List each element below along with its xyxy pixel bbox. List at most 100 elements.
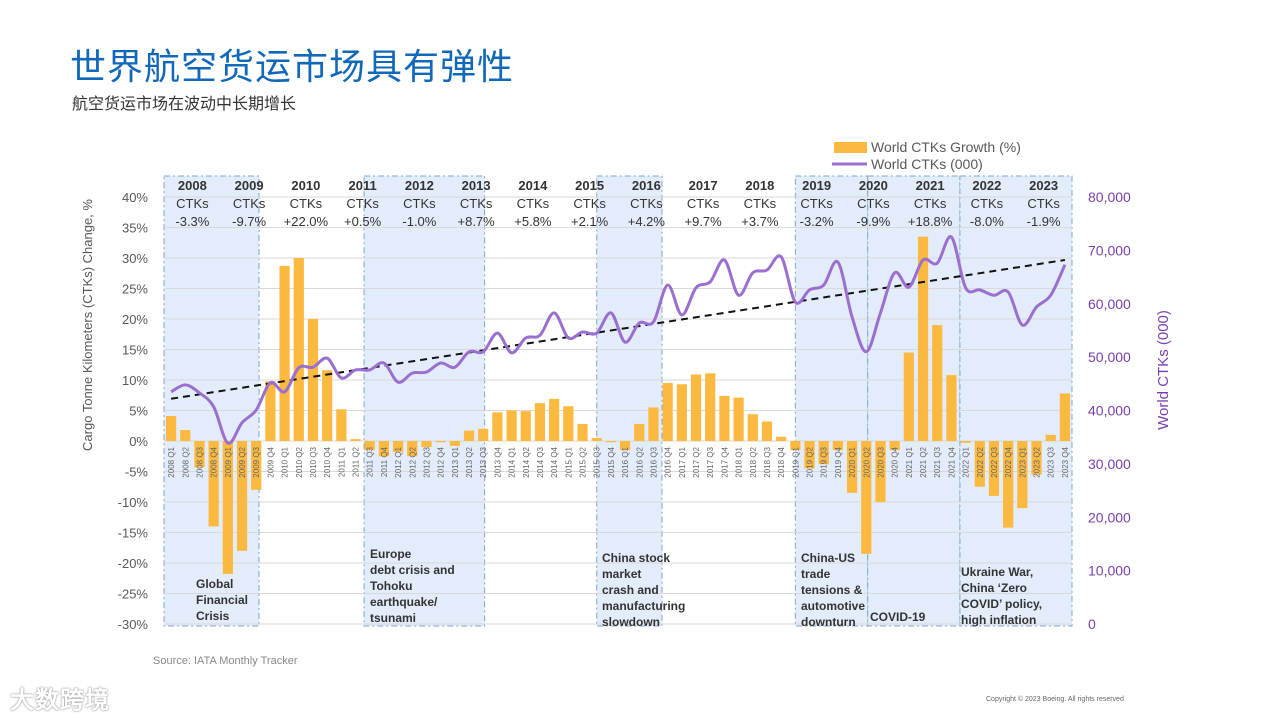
x-tick-label: 2008 Q2 (181, 446, 190, 477)
bar-growth (1031, 441, 1042, 475)
y-tick-label: -25% (118, 587, 149, 602)
bar-growth (322, 370, 333, 441)
x-tick-label: 2016 Q4 (664, 446, 673, 477)
bar-growth (563, 406, 574, 441)
x-tick-label: 2014 Q2 (522, 446, 531, 477)
x-tick-label: 2023 Q3 (1047, 446, 1056, 477)
shaded-period (959, 175, 1073, 627)
event-annotation: Financial (196, 593, 248, 607)
year-ctks-label: CTKs (176, 196, 209, 211)
year-label: 2023 (1029, 178, 1058, 193)
x-tick-label: 2010 Q4 (323, 446, 332, 477)
x-tick-label: 2022 Q3 (990, 446, 999, 477)
x-tick-label: 2012 Q2 (408, 446, 417, 477)
year-label: 2011 (349, 178, 377, 193)
x-tick-label: 2021 Q2 (919, 446, 928, 477)
year-label: 2009 (235, 178, 264, 193)
x-tick-label: 2014 Q3 (536, 446, 545, 477)
bar-growth (832, 441, 844, 451)
year-label: 2021 (916, 178, 945, 193)
year-ctks-label: CTKs (857, 196, 890, 211)
event-annotation: tensions & (801, 583, 863, 597)
x-tick-label: 2017 Q1 (678, 446, 687, 477)
bar-growth (662, 383, 673, 441)
year-label: 2016 (632, 178, 661, 193)
bar-growth (818, 441, 829, 465)
x-tick-label: 2014 Q1 (508, 446, 517, 477)
x-tick-label: 2022 Q1 (962, 446, 971, 477)
bar-growth (449, 441, 460, 446)
y2-tick-label: 50,000 (1088, 349, 1131, 365)
bar-growth (549, 398, 560, 441)
year-ctks-label: CTKs (914, 196, 947, 211)
event-annotation: manufacturing (602, 599, 685, 613)
x-tick-label: 2015 Q3 (593, 446, 602, 477)
bar-growth (917, 236, 929, 441)
x-tick-label: 2011 Q4 (380, 446, 389, 477)
y2-tick-label: 10,000 (1088, 563, 1131, 579)
x-tick-label: 2016 Q2 (635, 446, 644, 477)
bar-growth (804, 441, 815, 469)
event-annotation: COVID’ policy, (961, 597, 1042, 611)
year-ctks-label: CTKs (403, 196, 436, 211)
y-tick-label: -30% (118, 617, 149, 632)
bar-growth (577, 423, 588, 441)
x-tick-label: 2009 Q4 (266, 446, 275, 477)
year-ctks-label: CTKs (346, 196, 379, 211)
year-label: 2008 (178, 178, 207, 193)
x-tick-label: 2022 Q4 (1004, 446, 1013, 477)
bar-growth (378, 441, 390, 457)
x-tick-label: 2013 Q1 (451, 446, 460, 477)
shaded-period (363, 175, 486, 627)
year-label: 2015 (575, 178, 604, 193)
x-tick-label: 2020 Q4 (891, 446, 900, 477)
bar-growth (705, 373, 716, 441)
year-ctks-label: CTKs (744, 196, 777, 211)
y-tick-label: -20% (118, 556, 149, 571)
y-axis-title: Cargo Tonne Kilometers (CTKs) Change, % (80, 199, 95, 451)
y2-axis-title: World CTKs (000) (1155, 310, 1172, 430)
year-growth-value: +8.7% (458, 214, 496, 229)
year-label: 2014 (518, 178, 548, 193)
bar-growth (1059, 393, 1071, 441)
bar-growth (960, 441, 971, 443)
year-growth-value: +4.2% (628, 214, 666, 229)
bar-growth (889, 441, 900, 451)
page-title: 世界航空货运市场具有弹性 (70, 47, 515, 88)
bar-growth (307, 319, 319, 441)
year-ctks-label: CTKs (460, 196, 493, 211)
x-tick-label: 2019 Q4 (834, 446, 843, 477)
y2-tick-label: 70,000 (1088, 242, 1131, 258)
x-tick-label: 2023 Q4 (1061, 446, 1070, 477)
x-tick-label: 2015 Q2 (579, 446, 588, 477)
bar-growth (648, 407, 659, 441)
bar-growth (875, 441, 886, 502)
bar-growth (251, 441, 262, 490)
bar-growth (634, 423, 645, 441)
event-annotation: Ukraine War, (961, 565, 1033, 579)
x-tick-label: 2020 Q1 (848, 446, 857, 477)
x-tick-label: 2020 Q2 (862, 446, 871, 477)
bar-growth (1045, 434, 1056, 441)
watermark-logo: 大数跨境 (10, 686, 110, 714)
x-tick-label: 2021 Q1 (905, 446, 914, 477)
x-tick-label: 2010 Q2 (295, 446, 304, 477)
bar-growth (222, 441, 233, 574)
year-label: 2022 (972, 178, 1001, 193)
year-growth-value: -8.0% (970, 214, 1004, 229)
bar-growth (1003, 441, 1014, 528)
bar-growth (776, 436, 787, 441)
x-tick-label: 2018 Q2 (749, 446, 758, 477)
bar-growth (208, 441, 219, 527)
legend-label-ctks: World CTKs (000) (871, 156, 983, 172)
year-growth-value: -9.7% (232, 214, 266, 229)
bar-growth (591, 437, 602, 441)
x-tick-label: 2009 Q1 (224, 446, 233, 477)
x-tick-label: 2015 Q1 (564, 446, 573, 477)
y2-tick-label: 20,000 (1088, 509, 1131, 525)
year-growth-value: +5.8% (514, 214, 552, 229)
y-tick-label: -15% (118, 526, 149, 541)
x-tick-label: 2011 Q3 (366, 446, 375, 477)
year-ctks-label: CTKs (630, 196, 663, 211)
